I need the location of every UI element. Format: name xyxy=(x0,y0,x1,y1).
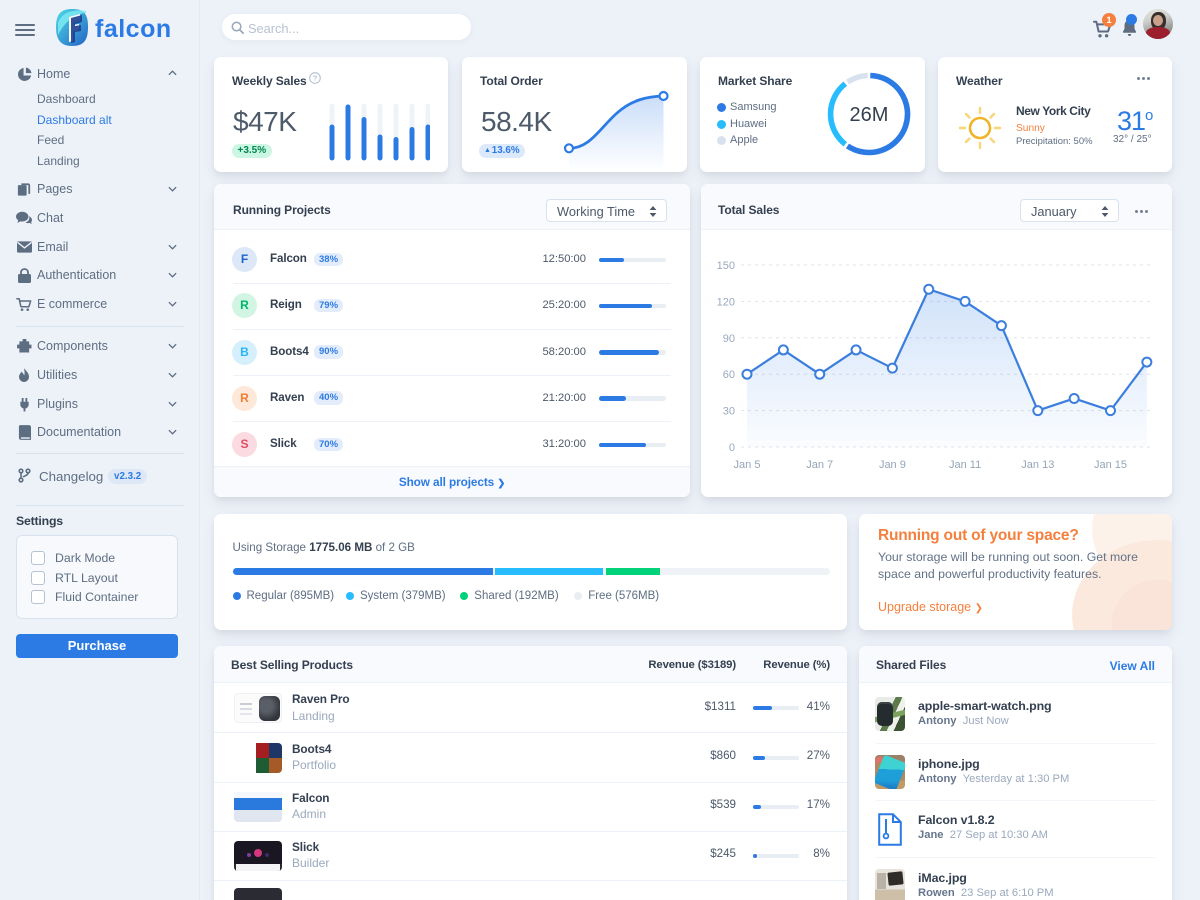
svg-text:30: 30 xyxy=(723,406,735,418)
svg-text:60: 60 xyxy=(723,369,735,381)
svg-text:?: ? xyxy=(313,74,318,83)
svg-text:120: 120 xyxy=(717,296,735,308)
svg-text:Jan 11: Jan 11 xyxy=(949,459,981,471)
svg-text:26M: 26M xyxy=(850,104,889,126)
svg-text:Jan 15: Jan 15 xyxy=(1094,459,1127,471)
svg-text:Jan 7: Jan 7 xyxy=(806,459,833,471)
svg-text:0: 0 xyxy=(729,442,735,454)
svg-text:Jan 13: Jan 13 xyxy=(1021,459,1054,471)
svg-text:Jan 9: Jan 9 xyxy=(879,459,906,471)
svg-text:150: 150 xyxy=(717,260,735,272)
svg-text:90: 90 xyxy=(723,333,735,345)
svg-text:Jan 5: Jan 5 xyxy=(734,459,761,471)
